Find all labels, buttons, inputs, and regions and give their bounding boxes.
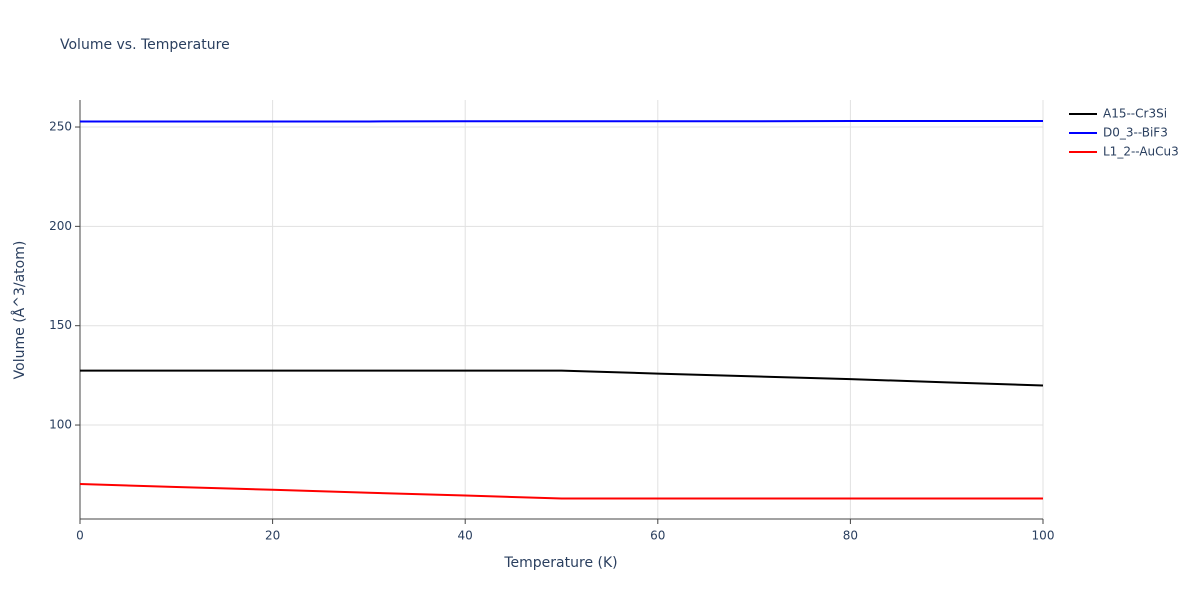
x-tick-label: 80 bbox=[843, 529, 858, 543]
y-tick-label: 100 bbox=[49, 418, 72, 432]
legend-label: L1_2--AuCu3 bbox=[1103, 145, 1179, 159]
x-tick-label: 40 bbox=[458, 529, 473, 543]
x-tick-label: 60 bbox=[650, 529, 665, 543]
y-tick-label: 150 bbox=[49, 318, 72, 332]
chart-title: Volume vs. Temperature bbox=[60, 37, 230, 53]
legend-label: D0_3--BiF3 bbox=[1103, 126, 1168, 140]
series-line bbox=[80, 484, 1043, 499]
x-tick-label: 0 bbox=[76, 529, 84, 543]
x-tick-label: 20 bbox=[265, 529, 280, 543]
series-line bbox=[80, 371, 1043, 386]
x-tick-label: 100 bbox=[1032, 529, 1055, 543]
x-axis-title: Temperature (K) bbox=[503, 555, 617, 571]
legend-label: A15--Cr3Si bbox=[1103, 107, 1167, 121]
y-axis-title: Volume (Å^3/atom) bbox=[11, 241, 28, 380]
y-tick-label: 250 bbox=[49, 120, 72, 134]
y-tick-label: 200 bbox=[49, 219, 72, 233]
